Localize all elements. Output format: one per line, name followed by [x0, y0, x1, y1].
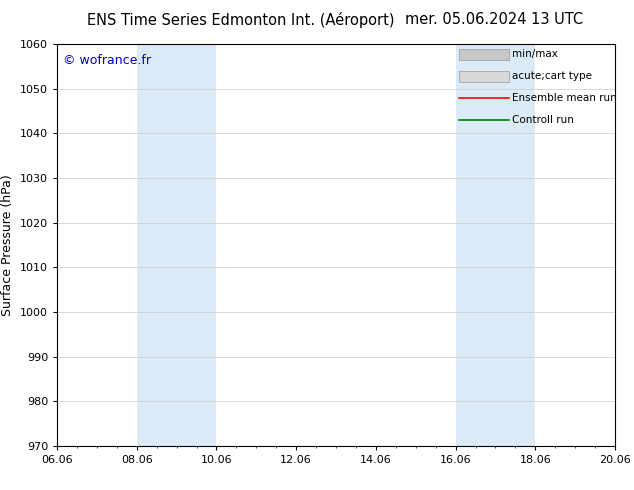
Text: acute;cart type: acute;cart type: [512, 71, 592, 81]
Text: © wofrance.fr: © wofrance.fr: [63, 54, 151, 67]
Bar: [456, 44, 535, 446]
Text: Controll run: Controll run: [512, 116, 574, 125]
Text: Ensemble mean run: Ensemble mean run: [512, 93, 616, 103]
Text: ENS Time Series Edmonton Int. (Aéroport): ENS Time Series Edmonton Int. (Aéroport): [87, 12, 395, 28]
FancyBboxPatch shape: [459, 71, 509, 82]
Text: min/max: min/max: [512, 49, 558, 59]
Y-axis label: Surface Pressure (hPa): Surface Pressure (hPa): [1, 174, 15, 316]
Bar: [137, 44, 216, 446]
FancyBboxPatch shape: [459, 49, 509, 60]
Text: mer. 05.06.2024 13 UTC: mer. 05.06.2024 13 UTC: [406, 12, 583, 27]
